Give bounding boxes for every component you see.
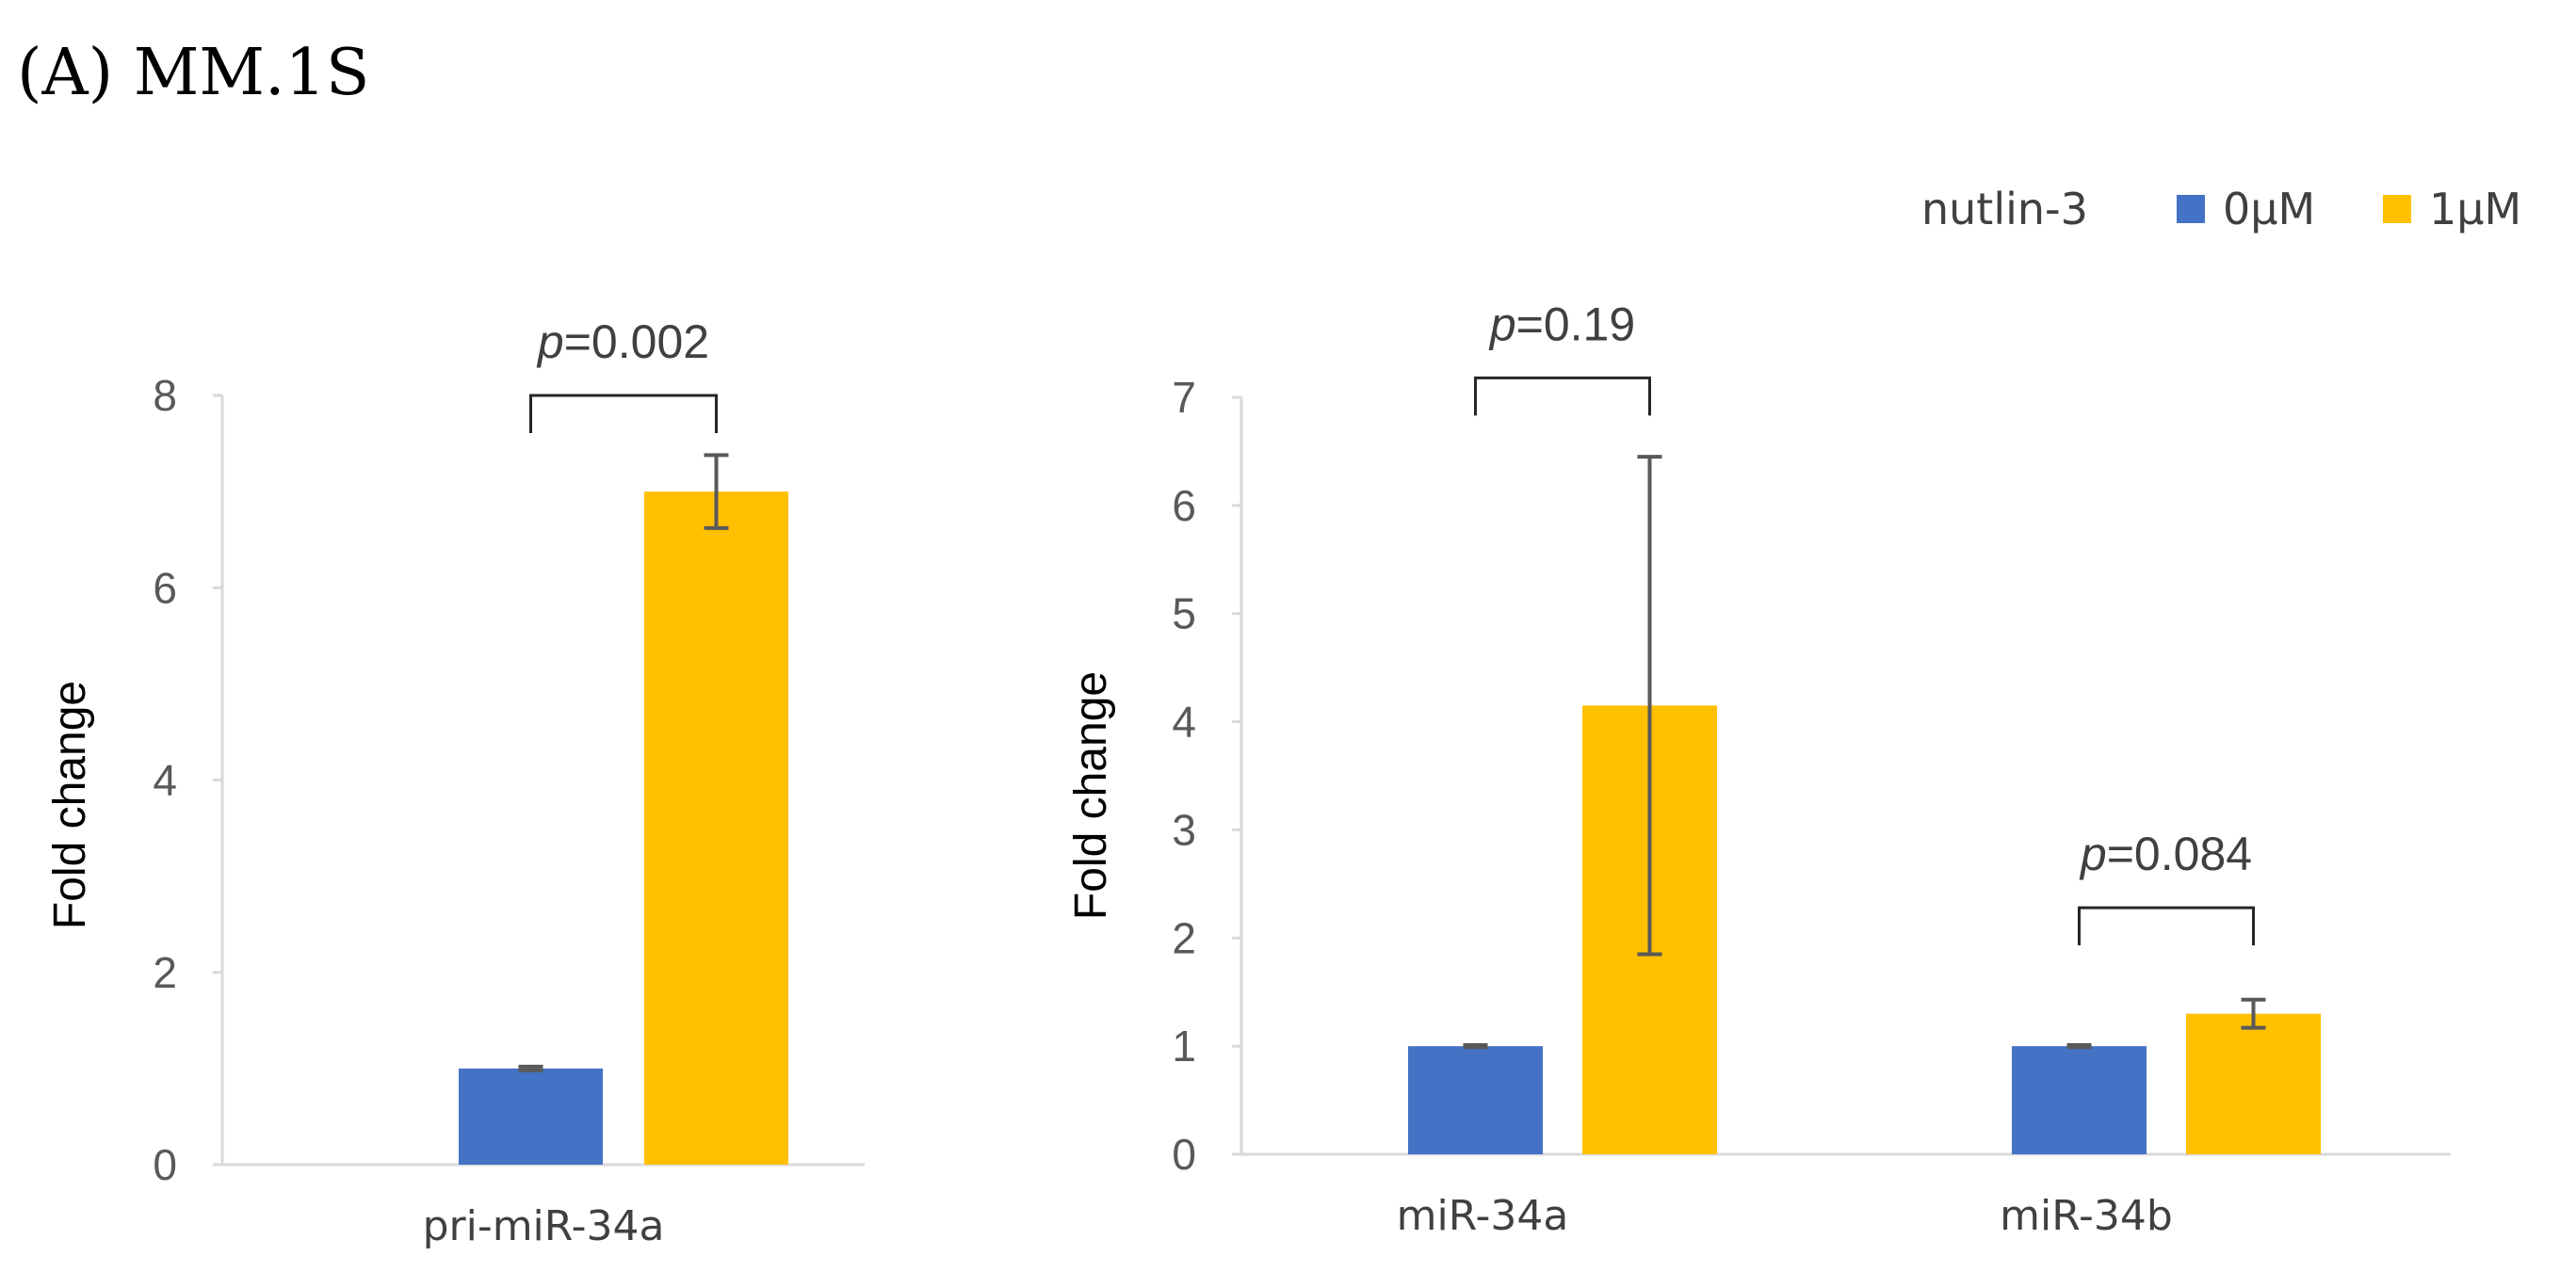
y-tick-label: 2: [153, 948, 177, 997]
bar-mir-34b-0-m: [2012, 1046, 2147, 1154]
p-value-mir-34b: p=0.084: [2079, 828, 2252, 880]
y-tick-label: 7: [1172, 373, 1196, 422]
legend: nutlin-3 0μM 1μM: [1921, 184, 2521, 234]
legend-swatch-1um: [2383, 195, 2411, 223]
y-tick-label: 4: [153, 756, 177, 805]
y-tick-label: 1: [1172, 1022, 1196, 1071]
p-symbol: p: [1488, 298, 1516, 350]
legend-label-0um: 0μM: [2223, 184, 2315, 234]
y-tick-label: 3: [1172, 805, 1196, 854]
x-tick-label-mir-34b: miR-34b: [2000, 1192, 2173, 1240]
p-value-mir-34a: p=0.19: [1488, 298, 1635, 350]
y-axis-label: Fold change: [1066, 671, 1116, 920]
p-symbol: p: [2079, 828, 2107, 880]
y-tick-label: 2: [1172, 913, 1196, 962]
significance-bracket-mir-34b: [2078, 906, 2255, 946]
bar-pri-mir-34a-0-m: [459, 1068, 603, 1165]
bar-pri-mir-34a-1-m: [644, 491, 788, 1165]
significance-bracket-mir-34a: [1474, 376, 1651, 416]
p-value-text: =0.002: [564, 315, 709, 368]
y-axis-label: Fold change: [45, 681, 95, 929]
chart-pri-mir-34a: 0 2 4 6 8 Fold change pri-miR-34a p=0.002: [45, 315, 865, 1250]
legend-label-1um: 1μM: [2429, 184, 2521, 234]
y-tick-label: 4: [1172, 698, 1196, 747]
p-value-text: =0.084: [2107, 828, 2252, 880]
y-tick-label: 0: [153, 1140, 177, 1189]
y-tick-label: 8: [153, 371, 177, 420]
legend-title: nutlin-3: [1921, 184, 2088, 234]
y-tick-label: 5: [1172, 589, 1196, 638]
p-symbol: p: [536, 315, 564, 368]
p-value-pri-mir-34a: p=0.002: [536, 315, 709, 368]
significance-bracket-pri-mir-34a: [529, 394, 718, 433]
y-tick-label: 0: [1172, 1130, 1196, 1179]
panel-title: (A) MM.1S: [17, 36, 370, 110]
bar-mir-34b-1-m: [2186, 1013, 2321, 1154]
x-tick-label-pri-mir-34a: pri-miR-34a: [423, 1202, 665, 1250]
y-tick-label: 6: [1172, 481, 1196, 530]
bar-mir-34a-0-m: [1408, 1046, 1543, 1154]
p-value-text: =0.19: [1516, 298, 1636, 350]
x-tick-label-mir-34a: miR-34a: [1397, 1192, 1569, 1240]
legend-swatch-0um: [2177, 195, 2205, 223]
y-tick-label: 6: [153, 563, 177, 612]
